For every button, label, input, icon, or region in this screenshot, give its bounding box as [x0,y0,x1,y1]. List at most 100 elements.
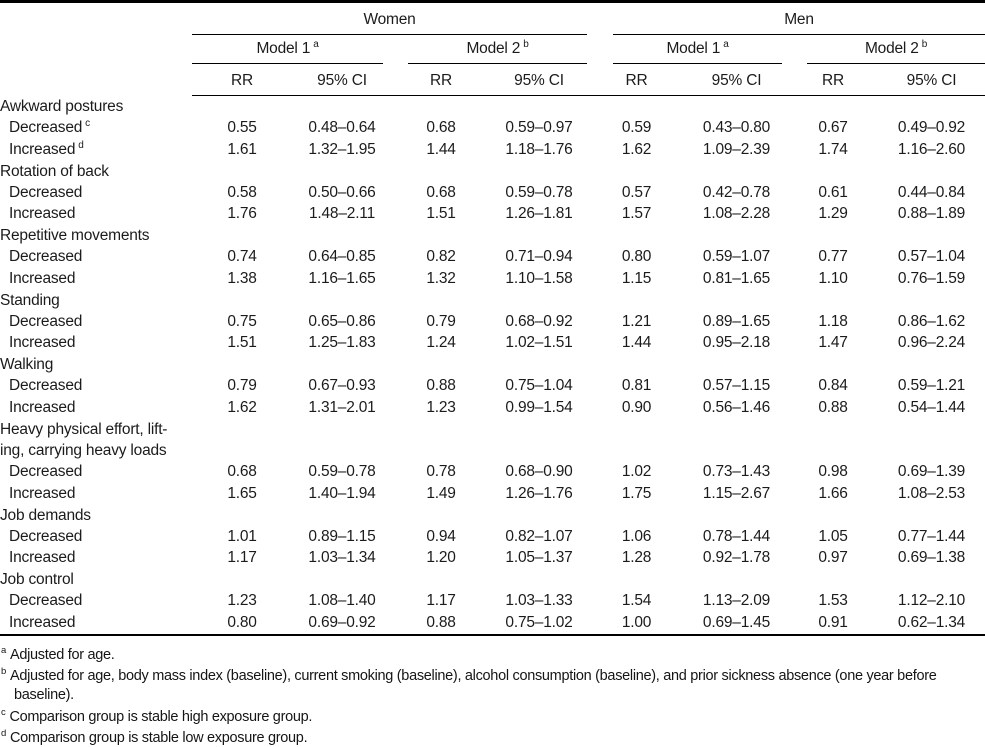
rr-value: 0.77 [818,248,848,266]
row-label: Increased [9,269,76,287]
row-label-cell: Increased d [0,139,192,161]
ci-value: 0.68–0.90 [505,463,573,481]
rr-value: 0.88 [426,377,456,395]
row-label: Decreased [9,377,83,395]
rr-value: 0.59 [621,119,652,137]
row-label-cell: Decreased [0,247,192,269]
rr-value: 0.80 [621,248,652,266]
row-label: Increased [9,613,76,631]
ci-value: 0.69–0.92 [308,613,376,631]
rr-value: 1.17 [227,549,257,567]
footnote-b: b Adjusted for age, body mass index (base… [1,667,985,705]
women-column-group: Women [192,2,588,35]
ci-value: 1.08–2.53 [897,484,966,502]
row-label: Decreased [9,119,83,137]
stub-header [0,64,192,96]
row-label-cell: Increased [0,333,192,355]
row-label: Decreased [9,463,83,481]
table-row: Decreased 0.75 0.65–0.86 0.79 0.68–0.92 1.21… [0,311,985,333]
ci-value: 1.08–1.40 [308,592,376,610]
rr-value: 1.57 [621,205,652,223]
ci-value: 0.62–1.34 [897,613,966,631]
stub-header [0,2,192,36]
rr-header: RR [588,64,685,96]
rr-value: 1.44 [621,334,652,352]
rr-value: 1.74 [818,140,848,158]
row-label-cell: Increased [0,548,192,570]
row-label: Increased [9,398,76,416]
ci-value: 0.59–0.97 [505,119,573,137]
rr-value: 0.55 [227,119,257,137]
model-label: Model 2 [864,40,919,57]
table-row: Decreased 1.23 1.08–1.40 1.17 1.03–1.33 1.54… [0,591,985,613]
ci-value: 0.43–0.80 [702,119,771,137]
table-row: Increased 1.38 1.16–1.65 1.32 1.10–1.58 1.15… [0,268,985,290]
ci-value: 1.26–1.76 [505,484,573,502]
row-label-cell: Increased [0,397,192,419]
group-row: Walking [0,354,985,376]
ci-value: 0.77–1.44 [897,527,966,545]
ci-value: 1.16–1.65 [308,269,376,287]
row-label: Decreased [9,248,83,266]
ci-value: 0.42–0.78 [702,183,771,201]
ci-value: 0.59–1.21 [897,377,966,395]
ci-value: 0.76–1.59 [897,269,966,287]
ci-header: 95% CI [490,64,588,96]
table-row: Decreased c 0.55 0.48–0.64 0.68 0.59–0.97 0.5… [0,118,985,140]
ci-value: 0.57–1.04 [897,248,966,266]
row-label: Decreased [9,183,83,201]
rr-value: 0.79 [426,312,456,330]
rr-value: 0.88 [426,613,456,631]
row-label: Increased [9,140,76,158]
ci-value: 0.89–1.65 [702,312,771,330]
ci-value: 1.16–2.60 [897,140,966,158]
table-row: Increased 1.51 1.25–1.83 1.24 1.02–1.51 1.44… [0,333,985,355]
footnote-marker: b [1,666,6,678]
group-row: Job control [0,569,985,591]
ci-value: 1.09–2.39 [702,140,771,158]
rr-value: 1.21 [621,312,652,330]
row-label-cell: Decreased [0,182,192,204]
ci-header: 95% CI [878,64,985,96]
ci-value: 0.71–0.94 [505,248,573,266]
group-label: Standing [0,291,60,309]
rr-value: 1.54 [621,592,652,610]
rr-value: 0.98 [818,463,848,481]
table-row: Decreased 0.68 0.59–0.78 0.78 0.68–0.90 1.02… [0,462,985,484]
footnote-marker: a [1,644,6,656]
group-label: Awkward postures [0,98,124,115]
rr-value: 1.76 [227,205,257,223]
rr-value: 1.24 [426,334,456,352]
rr-value: 1.15 [621,269,652,287]
row-label-cell: Increased [0,612,192,635]
ci-value: 0.59–0.78 [308,463,376,481]
table-row: Decreased 0.58 0.50–0.66 0.68 0.59–0.78 0.57… [0,182,985,204]
ci-value: 0.48–0.64 [308,119,376,137]
rr-value: 1.23 [426,398,456,416]
ci-value: 0.81–1.65 [702,269,771,287]
rr-value: 1.23 [227,592,257,610]
rr-value: 0.91 [818,613,848,631]
ci-value: 0.96–2.24 [897,334,966,352]
group-row: Awkward postures [0,96,985,118]
rr-value: 0.81 [621,377,652,395]
ci-value: 0.82–1.07 [505,527,573,545]
group-label: Heavy physical effort, lift- ing, carryi… [0,420,168,460]
rr-value: 0.97 [818,549,848,567]
row-label: Increased [9,334,76,352]
ci-value: 1.25–1.83 [308,334,376,352]
rr-value: 1.29 [818,205,848,223]
ci-value: 0.89–1.15 [308,527,376,545]
ci-value: 1.40–1.94 [308,484,376,502]
ci-value: 1.02–1.51 [505,334,573,352]
ci-value: 1.31–2.01 [308,398,376,416]
ci-value: 0.49–0.92 [897,119,966,137]
rr-value: 1.38 [227,269,257,287]
footnote-a: a Adjusted for age. [1,644,985,665]
ci-header: 95% CI [292,64,392,96]
ci-value: 0.73–1.43 [702,463,771,481]
stat-header-row: RR 95% CI RR 95% CI RR 95% CI RR 95% CI [0,64,985,96]
ci-header: 95% CI [685,64,788,96]
